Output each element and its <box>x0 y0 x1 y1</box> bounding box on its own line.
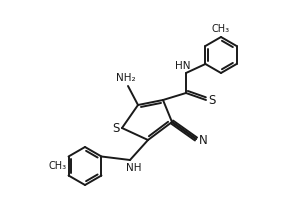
Text: N: N <box>199 133 207 146</box>
Text: CH₃: CH₃ <box>212 24 230 34</box>
Text: NH₂: NH₂ <box>116 73 136 83</box>
Text: HN: HN <box>175 61 191 71</box>
Text: S: S <box>208 93 216 106</box>
Text: NH: NH <box>126 163 142 173</box>
Text: CH₃: CH₃ <box>49 161 67 171</box>
Text: S: S <box>112 122 120 134</box>
